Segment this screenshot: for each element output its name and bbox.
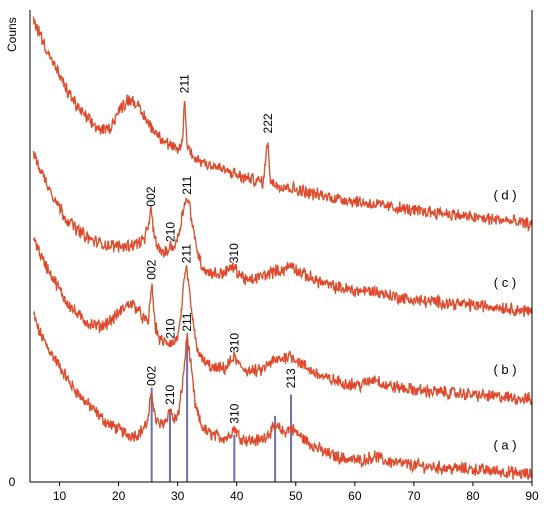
x-tick-label: 60 [348,489,362,503]
x-tick-label: 50 [289,489,303,503]
diffraction-curves [32,16,533,481]
peak-label: 210 [164,222,178,242]
curve-noise-shadow [32,237,533,406]
peak-label: 211 [178,74,192,93]
x-tick-label: 80 [466,489,480,503]
peak-label: 210 [164,318,178,338]
x-tick-label: 70 [407,489,421,503]
peak-label: 310 [227,403,241,423]
peak-label: 222 [261,113,275,133]
curve-label: ( b ) [493,362,516,377]
peak-label: 002 [145,366,159,386]
peak-labels: 2112220022102113100022102113100022102113… [144,74,298,424]
peak-label: 213 [284,368,298,388]
peak-label: 211 [180,244,194,263]
peak-label: 211 [180,312,194,331]
curve-label: ( a ) [493,438,516,453]
peak-label: 210 [163,384,177,404]
x-tick-label: 40 [230,489,244,503]
curve-noise-shadow [32,150,533,318]
peak-label: 002 [145,259,159,279]
diffraction-curve [33,150,533,317]
peak-label: 002 [144,186,158,206]
x-tick-label: 90 [525,489,539,503]
diffraction-curve [33,237,533,405]
x-tick-label: 10 [53,489,67,503]
peak-label: 310 [227,243,241,263]
curve-label: ( c ) [494,275,516,290]
y-axis-title: Couns [5,17,19,52]
x-tick-label: 30 [171,489,185,503]
y-tick-label: 0 [9,475,16,489]
diffraction-curve [33,310,533,480]
axes: 10 20 30 40 50 60 70 80 90 0 [9,10,539,503]
curve-label: ( d ) [493,187,516,202]
curve-noise-shadow [32,16,533,232]
curve-labels: ( a ) ( b ) ( c ) ( d ) [493,187,516,452]
peak-label: 310 [227,333,241,353]
reference-lines [150,338,293,482]
peak-label: 211 [180,175,194,194]
diffraction-curve [33,16,533,232]
x-tick-label: 20 [112,489,126,503]
